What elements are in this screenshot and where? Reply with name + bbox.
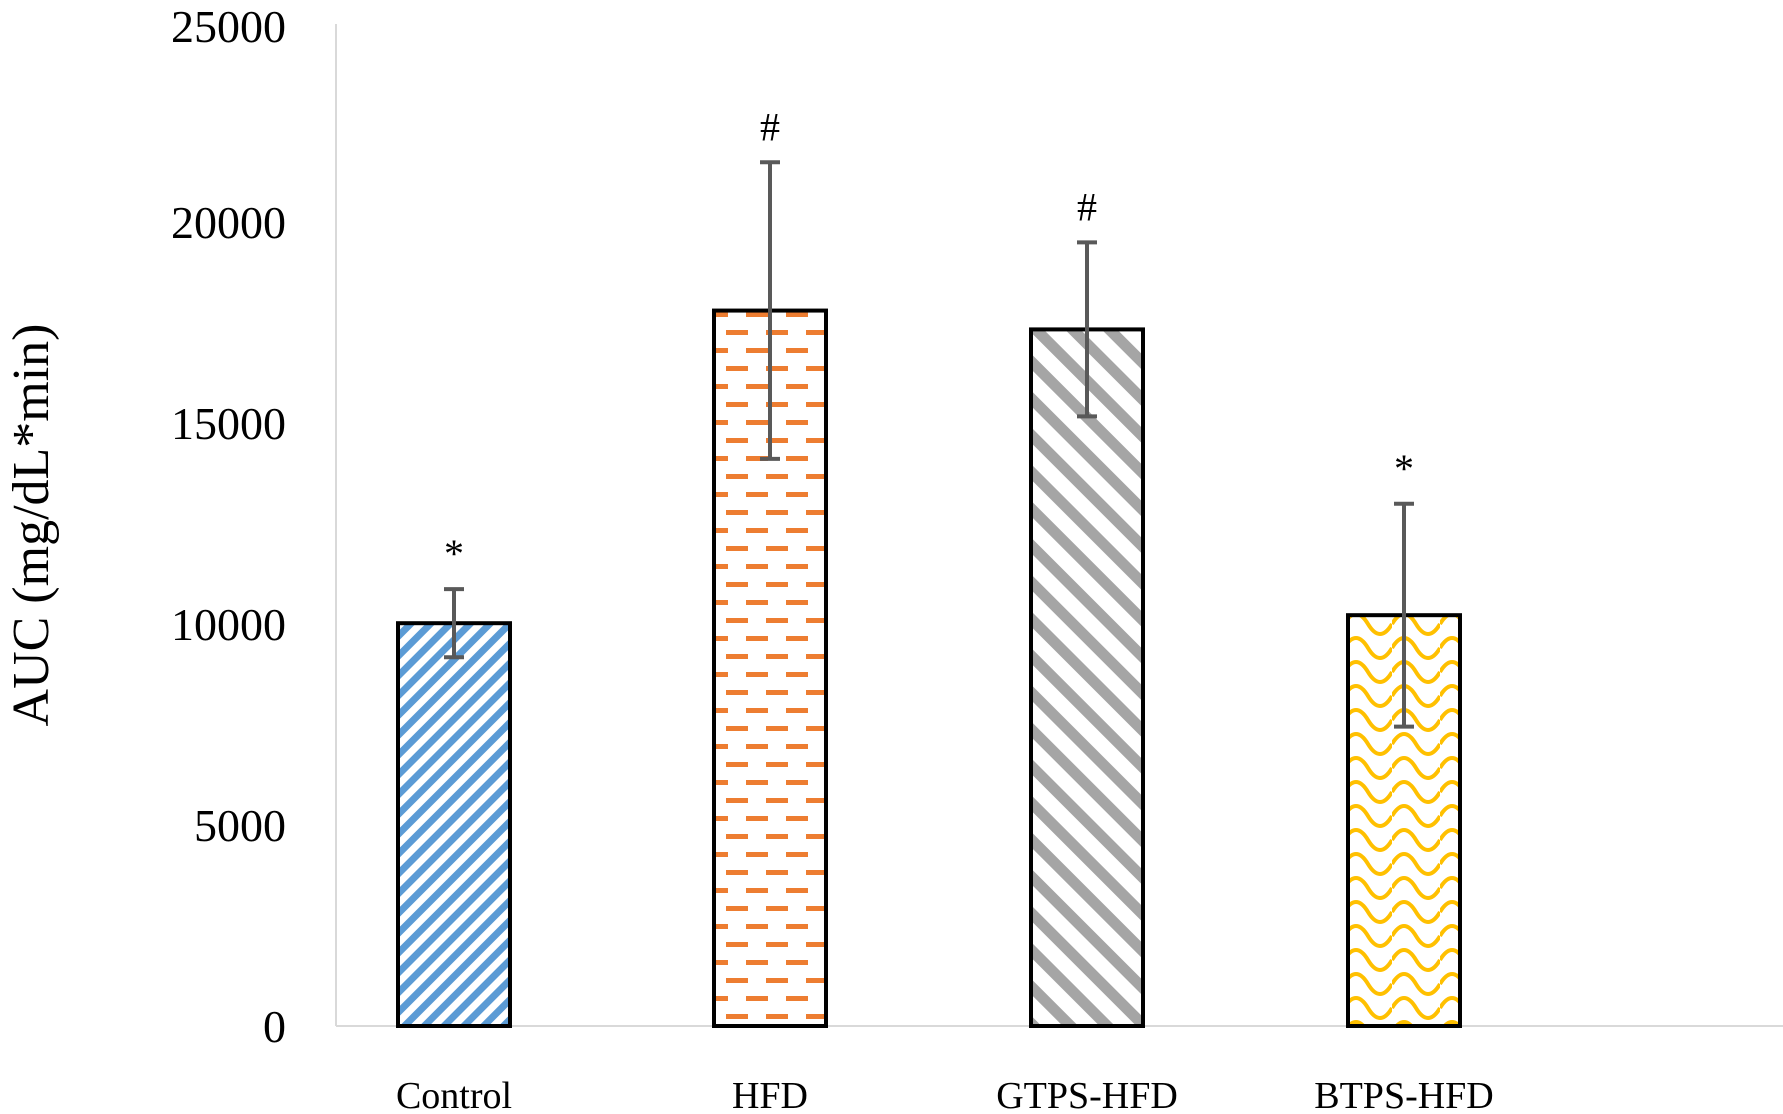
y-tick-label: 10000	[171, 599, 286, 650]
error-bar-gtps-hfd	[1077, 240, 1097, 419]
annotation-control: *	[444, 531, 464, 576]
category-label-control: Control	[396, 1075, 512, 1114]
error-bar-control	[444, 587, 464, 660]
bar-gtps-hfd	[1029, 327, 1145, 1028]
category-label-hfd: HFD	[732, 1075, 808, 1114]
error-bar-btps-hfd	[1394, 501, 1414, 729]
category-label-gtps-hfd: GTPS-HFD	[996, 1075, 1178, 1114]
annotation-hfd: #	[760, 104, 780, 149]
significance-annotations: * # # *	[444, 104, 1414, 576]
category-label-btps-hfd: BTPS-HFD	[1314, 1075, 1494, 1114]
y-tick-label: 15000	[171, 398, 286, 449]
bar-control	[396, 621, 512, 1028]
y-tick-labels: 0 5000 10000 15000 20000 25000	[171, 1, 286, 1052]
error-bars	[444, 160, 1414, 729]
x-category-labels: Control HFD GTPS-HFD BTPS-HFD	[396, 1075, 1494, 1114]
error-bar-hfd	[760, 160, 780, 461]
annotation-gtps-hfd: #	[1077, 184, 1097, 229]
bars	[396, 308, 1462, 1028]
y-tick-label: 0	[263, 1001, 286, 1052]
y-tick-label: 25000	[171, 1, 286, 52]
annotation-btps-hfd: *	[1394, 446, 1414, 491]
y-tick-label: 20000	[171, 197, 286, 248]
y-axis-title: AUC (mg/dL*min)	[3, 324, 60, 727]
y-tick-label: 5000	[194, 800, 286, 851]
